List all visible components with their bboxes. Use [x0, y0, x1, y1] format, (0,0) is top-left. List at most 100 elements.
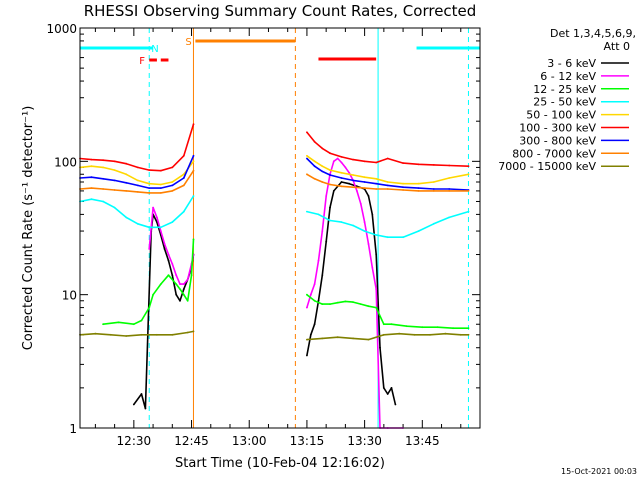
- series-point-5: [313, 140, 316, 143]
- series-point-1: [344, 166, 347, 169]
- series-point-5: [417, 163, 420, 166]
- series-point-0: [313, 323, 316, 326]
- series-point-1: [159, 230, 162, 233]
- y-axis-label: Corrected Count Rate (s⁻¹ detector⁻¹): [21, 106, 36, 351]
- series-point-7: [329, 183, 331, 186]
- series-point-7: [306, 173, 308, 176]
- series-point-0: [179, 299, 181, 302]
- series-point-5: [148, 169, 151, 172]
- series-point-2: [159, 283, 162, 285]
- series-point-7: [432, 190, 435, 192]
- series-point-1: [186, 278, 189, 281]
- series-point-7: [467, 190, 470, 192]
- series-point-6: [321, 170, 324, 173]
- series-point-0: [386, 393, 389, 395]
- series-point-0: [306, 354, 308, 357]
- series-point-4: [313, 160, 316, 163]
- series-point-1: [321, 230, 324, 233]
- x-tick-label: 13:45: [405, 434, 440, 448]
- series-point-0: [348, 182, 351, 185]
- series-point-3: [171, 221, 174, 224]
- series-point-4: [148, 182, 151, 185]
- series-point-5: [448, 164, 451, 167]
- series-point-2: [421, 326, 424, 329]
- series-point-5: [125, 162, 128, 165]
- series-point-1: [313, 283, 316, 285]
- series-point-3: [375, 234, 378, 236]
- series-point-2: [382, 323, 385, 326]
- series-point-8: [367, 338, 370, 341]
- series-point-6: [432, 188, 435, 190]
- series-point-8: [125, 335, 128, 337]
- series-point-3: [113, 206, 116, 209]
- series-point-5: [182, 154, 185, 157]
- series-point-3: [448, 216, 451, 219]
- series-point-8: [109, 333, 112, 336]
- series-point-6: [313, 165, 316, 168]
- legend-label: 25 - 50 keV: [533, 96, 596, 109]
- series-point-4: [340, 171, 343, 174]
- series-point-2: [186, 299, 189, 302]
- y-tick-label: 100: [54, 155, 77, 169]
- series-point-3: [317, 213, 320, 216]
- series-point-8: [94, 332, 97, 335]
- series-point-4: [402, 182, 404, 185]
- series-point-6: [417, 187, 420, 190]
- series-point-3: [159, 226, 162, 229]
- series-point-2: [102, 323, 104, 326]
- series-point-2: [117, 321, 120, 324]
- series-line-0: [133, 181, 397, 410]
- series-point-6: [340, 177, 343, 179]
- series-point-4: [90, 165, 93, 168]
- series-point-0: [394, 403, 397, 406]
- legend-label: 12 - 25 keV: [533, 83, 596, 96]
- x-tick-label: 12:30: [117, 434, 152, 448]
- series-point-4: [432, 181, 435, 183]
- series-point-7: [182, 184, 185, 187]
- series-point-2: [406, 325, 408, 328]
- series-point-6: [171, 184, 174, 187]
- series-point-5: [192, 123, 195, 126]
- series-point-4: [386, 181, 389, 183]
- series-point-5: [306, 131, 308, 134]
- series-point-3: [306, 210, 308, 213]
- series-point-8: [467, 333, 470, 336]
- series-point-0: [144, 407, 147, 410]
- legend-label: 300 - 800 keV: [519, 134, 596, 147]
- series-point-1: [179, 283, 181, 285]
- series-point-1: [336, 157, 339, 160]
- series-point-8: [398, 332, 401, 335]
- series-point-6: [375, 182, 378, 185]
- series-point-5: [159, 169, 162, 172]
- series-point-1: [367, 243, 370, 245]
- series-point-4: [192, 160, 195, 163]
- series-point-2: [152, 293, 155, 296]
- series-point-7: [136, 191, 139, 193]
- series-point-1: [356, 190, 358, 192]
- series-point-4: [125, 173, 128, 176]
- series-point-0: [163, 248, 166, 250]
- series-point-4: [113, 169, 116, 172]
- series-point-2: [390, 323, 393, 326]
- series-point-3: [386, 236, 389, 239]
- series-point-4: [159, 183, 162, 186]
- series-point-6: [113, 179, 116, 182]
- series-point-5: [321, 147, 324, 150]
- series-point-0: [325, 240, 328, 243]
- series-point-7: [375, 188, 378, 190]
- series-point-6: [159, 187, 162, 190]
- series-point-5: [402, 162, 404, 165]
- series-point-0: [140, 393, 143, 395]
- series-point-4: [363, 176, 366, 179]
- series-point-4: [102, 166, 104, 169]
- series-point-1: [309, 293, 312, 296]
- series-point-4: [136, 179, 139, 182]
- y-tick-label: 1000: [46, 22, 77, 36]
- series-point-6: [182, 177, 185, 179]
- series-point-5: [363, 160, 366, 163]
- series-point-0: [309, 333, 312, 336]
- series-point-3: [352, 224, 354, 227]
- legend-title-line-1: Det 1,3,4,5,6,9,: [550, 27, 636, 40]
